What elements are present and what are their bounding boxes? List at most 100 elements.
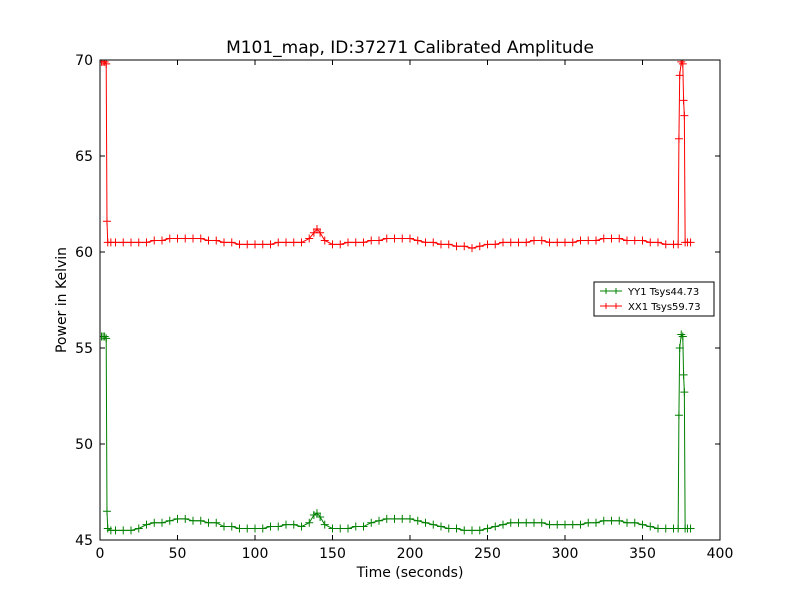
data-point	[615, 234, 624, 243]
data-point	[189, 234, 197, 243]
data-point	[382, 234, 391, 243]
data-point	[134, 238, 143, 247]
data-point	[165, 516, 174, 525]
data-point	[204, 518, 213, 527]
data-point	[181, 234, 190, 243]
data-point	[674, 524, 683, 533]
data-point	[367, 518, 376, 527]
series-0	[100, 330, 695, 535]
data-point	[336, 524, 345, 533]
data-point	[654, 524, 662, 533]
data-point	[630, 236, 639, 245]
data-point	[266, 522, 275, 531]
data-point	[675, 71, 684, 80]
data-point	[677, 330, 686, 339]
data-point	[390, 234, 399, 243]
data-point	[607, 516, 616, 525]
data-point	[483, 524, 492, 533]
data-point	[150, 236, 159, 245]
data-point	[328, 524, 337, 533]
data-point	[678, 332, 687, 341]
data-point	[227, 522, 236, 531]
data-point	[142, 520, 151, 529]
data-point	[406, 234, 414, 243]
data-point	[328, 240, 337, 249]
x-tick-label: 350	[629, 546, 656, 562]
data-point	[173, 234, 182, 243]
data-point	[584, 236, 593, 245]
data-point	[530, 236, 538, 245]
data-point	[522, 518, 531, 527]
data-point	[686, 238, 695, 247]
data-point	[100, 60, 109, 66]
data-point	[421, 238, 430, 247]
data-point	[398, 514, 407, 523]
data-point	[678, 60, 687, 68]
data-point	[220, 238, 228, 247]
data-point	[235, 240, 244, 249]
data-point	[235, 524, 244, 533]
data-point	[576, 236, 585, 245]
data-point	[429, 520, 438, 529]
data-point	[661, 524, 670, 533]
data-point	[674, 240, 683, 249]
data-point	[607, 234, 616, 243]
data-point	[452, 242, 461, 251]
data-point	[336, 240, 345, 249]
data-point	[127, 526, 135, 535]
y-tick-label: 70	[75, 53, 93, 69]
data-point	[679, 370, 688, 379]
data-point	[413, 516, 422, 525]
data-point	[316, 512, 325, 521]
data-point	[537, 518, 546, 527]
data-point	[568, 520, 577, 529]
data-point	[553, 520, 562, 529]
data-point	[305, 518, 314, 527]
data-point	[181, 514, 190, 523]
data-point	[413, 236, 422, 245]
data-point	[599, 234, 608, 243]
data-point	[274, 522, 283, 531]
data-point	[111, 238, 120, 247]
data-point	[251, 524, 259, 533]
data-point	[196, 234, 205, 243]
data-point	[460, 526, 469, 535]
legend-box	[593, 281, 715, 317]
data-point	[468, 526, 476, 535]
data-point	[150, 518, 159, 527]
data-point	[584, 518, 593, 527]
data-point	[468, 244, 476, 253]
data-point	[102, 507, 111, 516]
data-point	[623, 518, 631, 527]
data-point	[297, 522, 306, 531]
data-point	[530, 518, 538, 527]
legend-marker	[603, 303, 609, 309]
data-point	[444, 240, 453, 249]
legend-marker	[613, 288, 619, 294]
data-point	[568, 238, 577, 247]
data-point	[491, 522, 500, 531]
data-point	[102, 217, 111, 226]
data-point	[592, 236, 600, 245]
x-tick-label: 0	[96, 546, 105, 562]
data-point	[390, 514, 399, 523]
data-point	[316, 228, 325, 237]
data-point	[119, 526, 128, 535]
series-1	[100, 60, 695, 253]
data-point	[654, 238, 662, 247]
data-point	[437, 240, 445, 249]
data-point	[258, 240, 267, 249]
legend-marker	[603, 288, 609, 294]
data-point	[165, 234, 174, 243]
y-tick-label: 60	[75, 245, 93, 261]
data-point	[359, 522, 368, 531]
data-point	[421, 518, 430, 527]
x-tick-label: 250	[474, 546, 501, 562]
y-axis-label: Power in Kelvin	[54, 247, 70, 353]
data-point	[452, 524, 461, 533]
y-tick-label: 55	[75, 341, 93, 357]
data-point	[344, 524, 352, 533]
data-point	[227, 238, 236, 247]
data-point	[158, 518, 166, 527]
